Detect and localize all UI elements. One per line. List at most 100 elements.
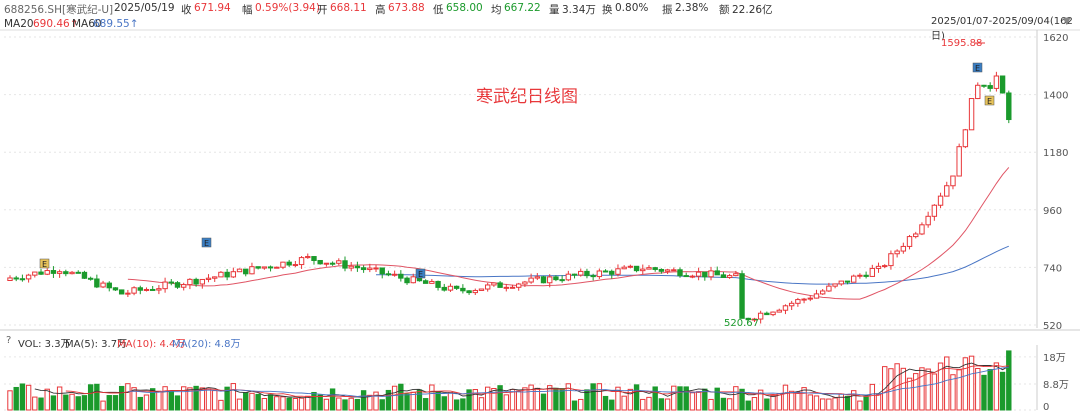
candle-body (329, 262, 336, 265)
price-tick-label: 960 (1043, 206, 1062, 217)
candle-body (478, 288, 485, 291)
candle-body (819, 290, 826, 295)
price-tick-label: 740 (1043, 263, 1062, 274)
candle-body (739, 273, 745, 319)
candle-body (323, 262, 330, 265)
volume-bar (819, 398, 826, 411)
vol-ma5: MA(5): 3.7万 (65, 339, 128, 350)
volume-bar (25, 384, 32, 411)
volume-bar (100, 400, 106, 411)
candle-body (212, 276, 218, 279)
volume-bar (373, 391, 379, 411)
turnover-value: 0.80% (615, 2, 649, 14)
quote-header: 688256.SH[寒武纪-U] 2025/05/19 收 671.94 幅 0… (0, 0, 1080, 16)
candle-body (156, 288, 162, 291)
volume-bar (32, 396, 38, 411)
volume-bar (937, 362, 944, 411)
volume-bar (19, 383, 26, 411)
volume-bar (298, 397, 305, 411)
candle-body (869, 267, 876, 277)
ma20-value: 690.46↑ (33, 18, 79, 30)
volume-bar (168, 390, 174, 411)
candle-body (770, 311, 776, 316)
candle-body (578, 270, 584, 276)
candle-body (658, 268, 665, 272)
volume-bar (683, 386, 689, 411)
volume-bar (559, 388, 565, 411)
candle-body (348, 265, 354, 269)
candle-body (677, 269, 683, 277)
candle-body (280, 261, 286, 268)
close-value: 671.94 (194, 2, 231, 14)
amount-label: 额 (719, 4, 730, 16)
stock-code[interactable]: 688256.SH[寒武纪-U] (4, 4, 114, 16)
avg-value: 667.22 (504, 2, 541, 14)
volume-bar (63, 394, 69, 411)
ma60-line (376, 245, 1009, 285)
candle-body (813, 293, 820, 299)
vol-ma10-line (65, 365, 1009, 398)
volume-bar (391, 385, 398, 411)
help-icon[interactable]: ? (6, 335, 12, 346)
volume-bar (540, 393, 547, 411)
candle-body (875, 265, 882, 269)
avg-label: 均 (491, 4, 502, 16)
candle-body (255, 266, 261, 269)
volume-bar (584, 389, 590, 411)
candle-body (602, 270, 609, 273)
volume-bar (292, 398, 299, 411)
volume-bar (491, 387, 497, 411)
volume-value: 3.34万 (562, 4, 596, 16)
vol-ma5-line (34, 362, 1010, 399)
volume-bar (255, 393, 261, 411)
volume-bar (286, 397, 292, 411)
volume-bar (528, 384, 534, 411)
volume-bar (422, 398, 429, 411)
turnover-label: 换 (602, 4, 613, 16)
volume-bar (56, 386, 63, 411)
volume-bar (757, 389, 764, 411)
volume-bar (764, 398, 770, 411)
volume-bar (646, 396, 652, 411)
candle-body (671, 269, 677, 272)
candle-body (75, 271, 81, 274)
volume-bar (944, 356, 950, 411)
volume-bar (38, 397, 44, 411)
candle-body (516, 283, 522, 288)
volume-bar (143, 394, 150, 411)
vol-ma20: MA(20): 4.8万 (172, 339, 241, 350)
volume-bar (906, 377, 913, 411)
vol-value: VOL: 3.3万 (18, 339, 71, 350)
event-marker-label: E (418, 270, 423, 279)
candle-body (503, 286, 509, 289)
volume-bar (230, 383, 237, 411)
volume-bar (75, 396, 81, 411)
candle-body (162, 281, 168, 290)
volume-bar (962, 357, 969, 411)
date-range[interactable]: 2025/01/07-2025/09/04(162日) (931, 16, 1073, 42)
volume-tick-label: 0 (1043, 402, 1049, 413)
event-marker-label: E (42, 260, 47, 269)
candle-body (968, 98, 975, 131)
candle-body (466, 290, 472, 294)
candle-body (243, 268, 249, 275)
volume-bar (807, 394, 813, 411)
candle-body (81, 271, 88, 279)
ma60-value: 689.55↑ (93, 18, 139, 30)
candle-body (565, 273, 572, 281)
candle-body (776, 309, 782, 313)
volume-bar (503, 394, 509, 411)
candle-body (627, 265, 634, 268)
candle-body (199, 278, 206, 285)
volume-bar (149, 388, 156, 411)
candle-body (1006, 92, 1012, 121)
volume-bar (590, 383, 596, 411)
range-dropdown-icon[interactable]: ▼ (1063, 16, 1071, 27)
candle-body (547, 276, 553, 284)
high-value: 673.88 (388, 2, 425, 14)
volume-bar (398, 383, 404, 411)
volume-bar (112, 395, 119, 411)
candle-body (931, 204, 938, 217)
candle-body (764, 312, 770, 316)
